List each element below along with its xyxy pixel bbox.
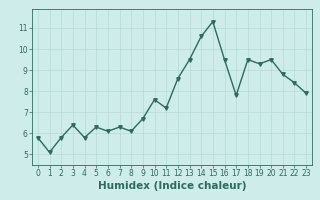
X-axis label: Humidex (Indice chaleur): Humidex (Indice chaleur) — [98, 181, 246, 191]
